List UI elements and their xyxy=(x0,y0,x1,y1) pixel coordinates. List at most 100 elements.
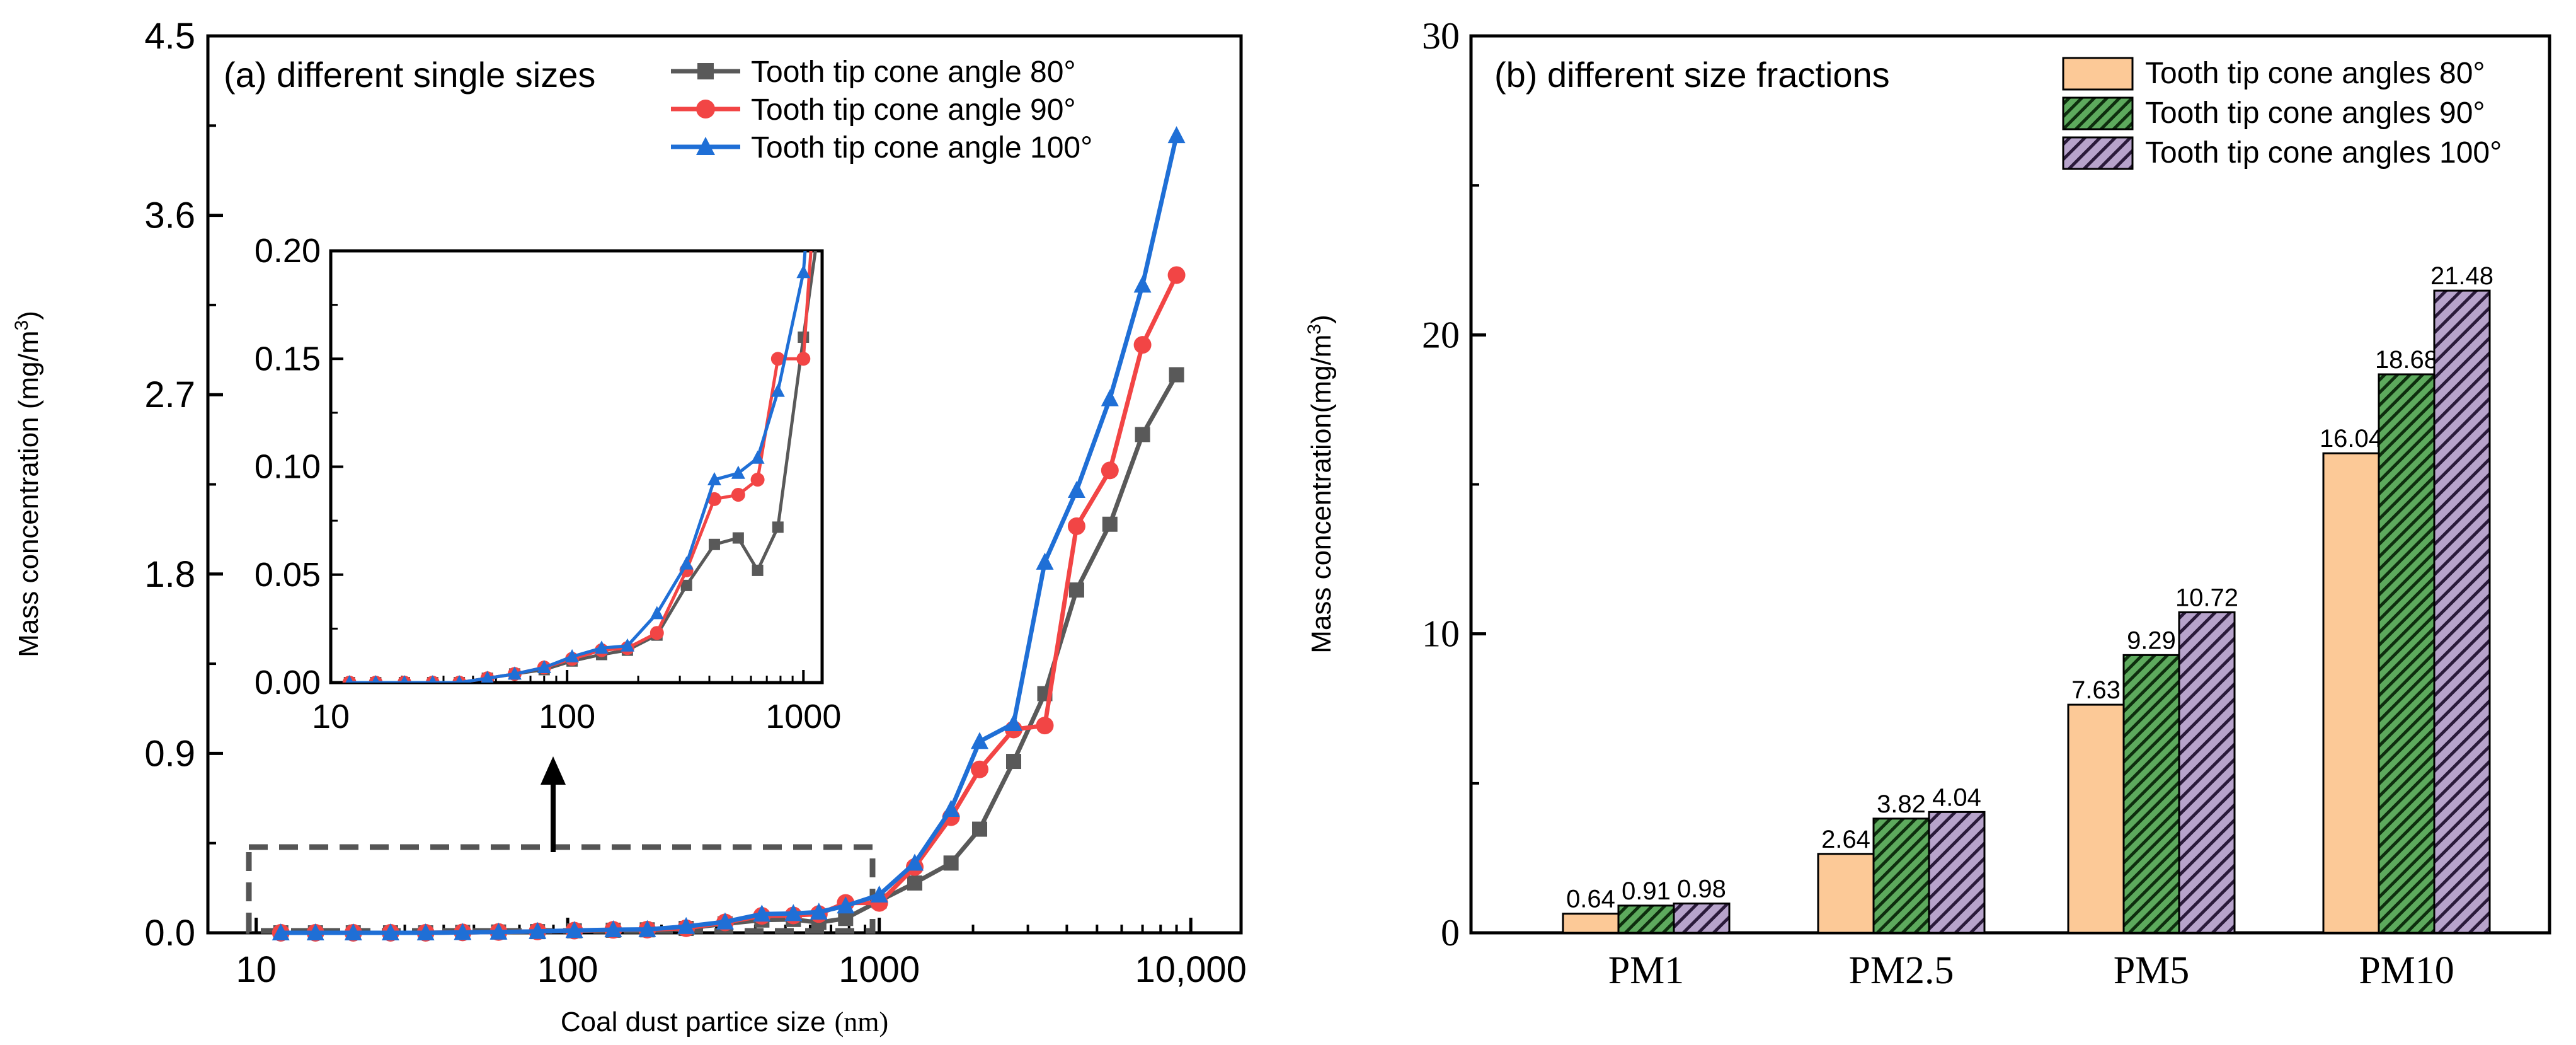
data-point xyxy=(1135,427,1150,442)
data-point xyxy=(489,922,508,940)
legend-item: Tooth tip cone angle 90° xyxy=(671,93,1076,127)
inset-data-point xyxy=(679,556,694,570)
inset-data-point xyxy=(750,473,765,487)
inset-data-point xyxy=(680,579,692,591)
x-axis-label: Coal dust partice size (nm) xyxy=(561,1007,888,1037)
inset-y-ticks: 0.00 0.05 0.10 0.15 0.20 xyxy=(255,232,343,701)
inset-data-point xyxy=(707,492,721,506)
y-axis-ticks: 0 10 20 30 xyxy=(1422,15,1486,954)
bar xyxy=(1562,913,1620,934)
y-axis-ticks: 0.0 0.9 1.8 2.7 3.6 4.5 xyxy=(144,16,223,954)
data-point xyxy=(344,923,362,940)
y-axis-label: Mass concentration(mg/m3) xyxy=(1304,315,1337,654)
inset-y-tick-label: 0.00 xyxy=(255,664,321,701)
bar xyxy=(2378,373,2436,934)
data-point xyxy=(1167,126,1186,144)
data-point xyxy=(906,853,924,871)
bar-value-label: 3.82 xyxy=(1877,790,1926,818)
legend-item: Tooth tip cone angles 100° xyxy=(2062,136,2502,170)
legend-marker xyxy=(697,63,714,79)
zoom-arrow-head xyxy=(541,756,566,785)
bar xyxy=(1928,811,1986,934)
inset-data-point xyxy=(594,640,609,654)
inset-data-point xyxy=(770,383,785,397)
data-point xyxy=(1067,517,1085,535)
legend-swatch xyxy=(2062,136,2134,170)
bar-value-label: 18.68 xyxy=(2375,346,2438,374)
bar xyxy=(2122,654,2180,934)
inset-data-point xyxy=(708,538,720,550)
data-point xyxy=(753,904,771,922)
y-tick-label: 20 xyxy=(1422,314,1460,355)
data-point xyxy=(416,923,435,940)
data-point xyxy=(943,855,959,871)
line-series-group xyxy=(272,126,1186,942)
data-point xyxy=(1068,582,1084,598)
bar-value-label: 21.48 xyxy=(2430,262,2493,290)
bar-value-label: 4.04 xyxy=(1932,783,1981,811)
data-point xyxy=(1036,552,1054,570)
data-point xyxy=(716,912,734,930)
data-point xyxy=(306,923,324,940)
data-point xyxy=(870,885,888,903)
inset-data-point xyxy=(481,671,494,683)
y-tick-label: 0 xyxy=(1441,912,1460,954)
data-point xyxy=(381,923,399,940)
inset-data-point xyxy=(428,675,437,683)
inset-series-group xyxy=(342,251,817,683)
line-chart-panel: 0.0 0.9 1.8 2.7 3.6 4.5 10 100 1000 10,000 (a) d… xyxy=(11,16,1247,1037)
legend-label: Tooth tip cone angle 100° xyxy=(751,131,1092,165)
x-tick-label: 10 xyxy=(236,949,277,990)
data-point xyxy=(907,875,923,891)
y-tick-label: 0.9 xyxy=(144,733,195,774)
y-tick-label: 30 xyxy=(1422,15,1460,57)
data-point xyxy=(837,896,855,914)
data-point xyxy=(1101,461,1119,480)
x-tick-label: PM2.5 xyxy=(1848,949,1954,992)
legend-label: Tooth tip cone angle 90° xyxy=(751,93,1076,127)
inset-data-point xyxy=(772,521,784,533)
data-point xyxy=(272,923,290,940)
y-tick-label: 4.5 xyxy=(144,16,195,57)
bar-series-group: 0.64 0.91 0.98 2.64 3.82 4.04 7.639.29 10.72 16.… xyxy=(1562,262,2493,934)
legend-item: Tooth tip cone angles 80° xyxy=(2062,57,2485,91)
data-point xyxy=(1101,389,1119,407)
inset-line-series xyxy=(345,251,811,683)
bar-value-label: 0.64 xyxy=(1566,886,1615,913)
legend-swatch xyxy=(2062,57,2134,91)
inset-frame xyxy=(329,249,824,684)
legend: Tooth tip cone angles 80° Tooth tip cone … xyxy=(2062,57,2502,170)
inset-data-point xyxy=(537,660,551,674)
data-point xyxy=(810,903,828,920)
legend-item: Tooth tip cone angle 80° xyxy=(671,55,1076,89)
inset-data-point xyxy=(455,675,464,683)
data-point xyxy=(1167,266,1186,284)
zoom-region-box xyxy=(246,844,876,934)
data-point xyxy=(677,916,696,934)
legend-label: Tooth tip cone angles 90° xyxy=(2145,96,2485,130)
data-point xyxy=(1102,516,1118,532)
x-tick-label: 100 xyxy=(537,949,598,990)
inset-data-point xyxy=(707,472,721,486)
bar-value-label: 0.98 xyxy=(1677,875,1726,903)
x-tick-label: PM5 xyxy=(2114,949,2190,992)
bar xyxy=(1817,853,1875,934)
bar xyxy=(2322,452,2380,934)
inset-data-point xyxy=(731,488,745,502)
data-point xyxy=(1067,480,1085,498)
data-point xyxy=(1133,336,1152,354)
data-point xyxy=(1036,717,1054,735)
bar xyxy=(2178,611,2236,934)
x-tick-label: PM1 xyxy=(1608,949,1685,992)
data-point xyxy=(784,904,803,921)
y-tick-label: 0.0 xyxy=(144,913,195,954)
inset-data-point xyxy=(752,564,764,576)
y-axis-label: Mass concentration (mg/m3) xyxy=(11,311,44,657)
legend-label: Tooth tip cone angle 80° xyxy=(751,55,1076,89)
legend-label: Tooth tip cone angles 100° xyxy=(2145,136,2502,170)
x-tick-label: 1000 xyxy=(839,949,920,990)
data-point xyxy=(972,821,988,837)
inset-data-point xyxy=(731,465,745,479)
legend: Tooth tip cone angle 80° Tooth tip cone a… xyxy=(671,55,1092,165)
